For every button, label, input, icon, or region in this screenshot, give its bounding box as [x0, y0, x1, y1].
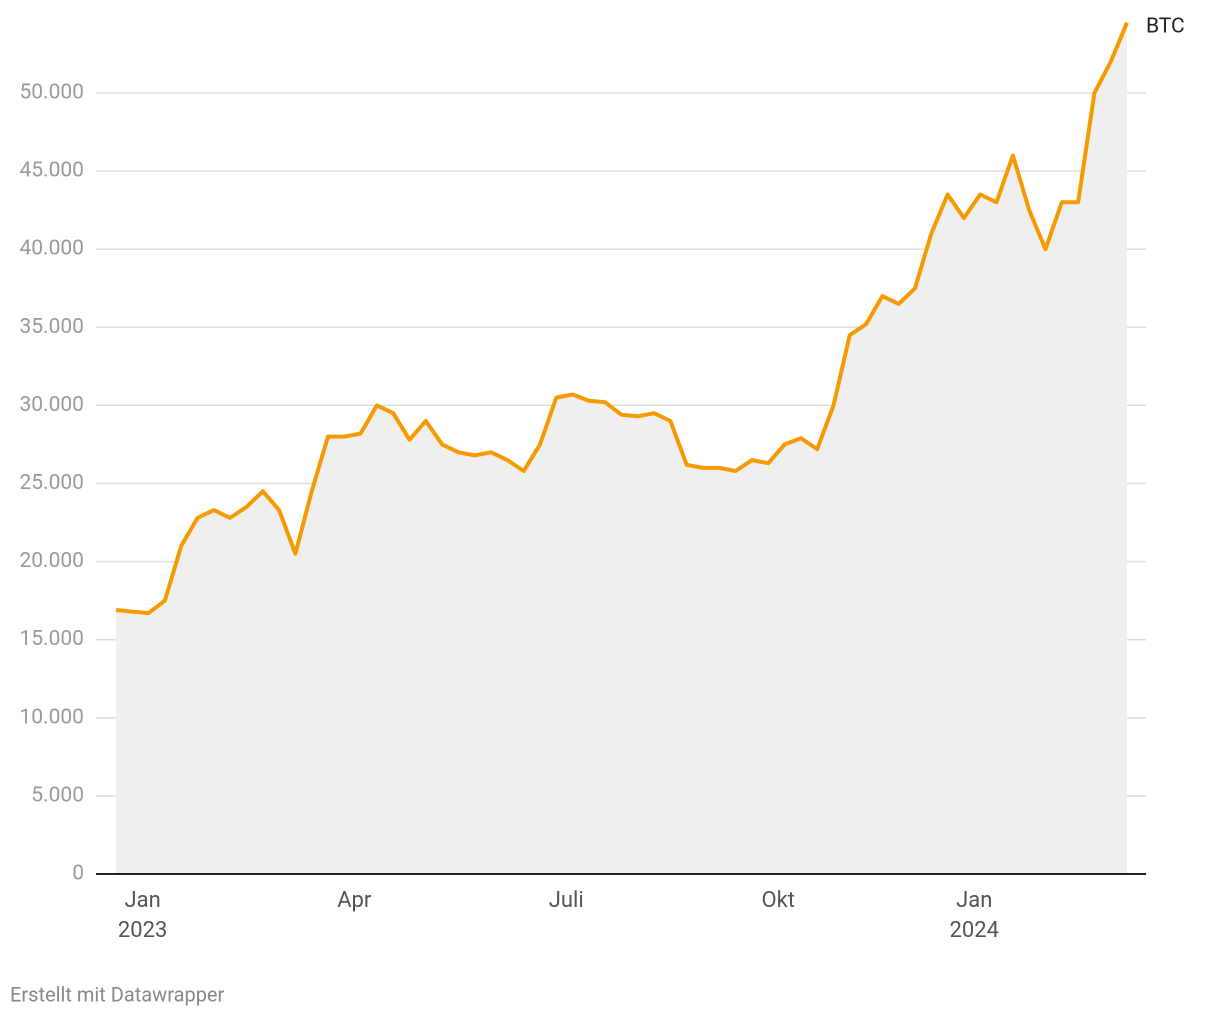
area [116, 22, 1127, 874]
y-tick-label: 15.000 [19, 627, 84, 651]
line [115, 21, 1129, 616]
x-tick-label: 2023 [118, 918, 167, 943]
y-tick-label: 35.000 [19, 315, 84, 339]
series-label: BTC [1146, 15, 1185, 39]
y-tick-label: 0 [72, 862, 84, 886]
y-tick-label: 25.000 [19, 471, 84, 495]
y-tick-label: 40.000 [19, 237, 84, 261]
x-tick-label: Juli [549, 888, 584, 913]
x-tick-label: Okt [762, 888, 795, 913]
y-tick-label: 10.000 [19, 705, 84, 729]
footer: Erstellt mit Datawrapper [10, 982, 225, 1006]
x-tick-label: Apr [337, 888, 372, 913]
x-tick-label: Jan [124, 888, 160, 913]
y-tick-label: 5.000 [31, 783, 84, 807]
y-tick-label: 50.000 [19, 81, 84, 105]
y-tick-label: 30.000 [19, 393, 84, 417]
x-tick-label: Jan [956, 888, 992, 913]
y-tick-label: 45.000 [19, 159, 84, 183]
x-tick-label: 2024 [950, 918, 999, 943]
y-tick-label: 20.000 [19, 549, 84, 573]
